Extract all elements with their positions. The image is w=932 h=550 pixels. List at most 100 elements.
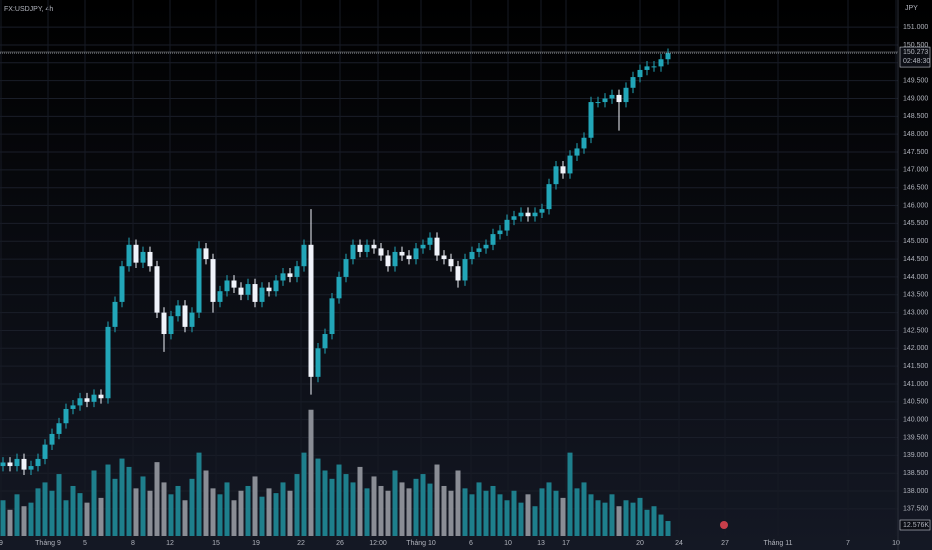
y-tick-label: 144.500 xyxy=(903,256,928,263)
x-tick-label: 13 xyxy=(537,540,545,547)
volume-bar xyxy=(350,482,356,536)
candle-body xyxy=(343,259,349,277)
volume-bar xyxy=(49,490,55,536)
volume-bar xyxy=(560,497,566,536)
y-tick-label: 138.500 xyxy=(903,470,928,477)
candle-body xyxy=(350,244,356,260)
candle-body xyxy=(630,77,636,88)
x-tick-label: Tháng 9 xyxy=(35,540,61,547)
candle-body xyxy=(189,312,195,327)
candle-body xyxy=(364,244,370,252)
volume-bar xyxy=(665,521,671,536)
candle-body xyxy=(504,219,510,231)
candle-body xyxy=(581,137,587,149)
candle-body xyxy=(518,212,524,217)
candle-body xyxy=(399,251,405,256)
candle-body xyxy=(0,462,6,467)
candle-body xyxy=(105,326,111,399)
volume-bar xyxy=(574,488,580,536)
volume-bar xyxy=(308,409,314,536)
x-tick-label: 27 xyxy=(721,540,729,547)
volume-bar xyxy=(364,488,370,536)
volume-bar xyxy=(616,506,622,536)
candle-body xyxy=(231,280,237,288)
volume-bar xyxy=(245,485,251,536)
volume-bar xyxy=(511,490,517,536)
y-tick-label: 137.500 xyxy=(903,506,928,513)
candle-body xyxy=(532,212,538,217)
candle-body xyxy=(336,276,342,299)
volume-bar xyxy=(161,482,167,536)
volume-bar xyxy=(231,500,237,536)
candle-body xyxy=(567,155,573,174)
volume-bar xyxy=(420,474,426,536)
x-tick-label: 10 xyxy=(504,540,512,547)
candle-body xyxy=(644,66,650,70)
candle-body xyxy=(490,234,496,245)
candle-body xyxy=(539,209,545,213)
volume-bar xyxy=(469,494,475,536)
volume-bar xyxy=(175,485,181,536)
x-tick-label: 22 xyxy=(297,540,305,547)
candle-body xyxy=(154,266,160,313)
candle-body xyxy=(588,102,594,138)
volume-bar xyxy=(462,488,468,536)
y-tick-label: 150.500 xyxy=(903,42,928,49)
volume-bar xyxy=(427,483,433,536)
candle-body xyxy=(441,255,447,260)
candle-body xyxy=(427,237,433,245)
x-tick-label: 5 xyxy=(83,540,87,547)
candle-body xyxy=(273,280,279,292)
y-tick-label: 142.500 xyxy=(903,327,928,334)
x-tick-label: 10 xyxy=(892,540,900,547)
x-tick-label: 26 xyxy=(336,540,344,547)
y-tick-label: 139.500 xyxy=(903,434,928,441)
candle-body xyxy=(497,230,503,235)
candle-body xyxy=(560,166,566,174)
volume-bar xyxy=(357,466,363,536)
candle-body xyxy=(434,237,440,256)
volume-bar xyxy=(434,464,440,536)
candle-body xyxy=(84,398,90,402)
x-tick-label: 12 xyxy=(166,540,174,547)
volume-bar xyxy=(644,509,650,536)
candle-body xyxy=(91,394,97,402)
volume-bar xyxy=(518,502,524,536)
candle-body xyxy=(280,273,286,281)
volume-bar xyxy=(448,490,454,536)
y-tick-label: 139.000 xyxy=(903,452,928,459)
candle-body xyxy=(322,334,328,349)
volume-bar xyxy=(56,474,62,536)
candle-body xyxy=(413,248,419,260)
volume-bar xyxy=(595,500,601,536)
volume-bar xyxy=(539,488,545,536)
y-tick-label: 147.000 xyxy=(903,167,928,174)
volume-bar xyxy=(140,476,146,536)
candle-body xyxy=(308,244,314,377)
volume-bar xyxy=(98,497,104,536)
candle-body xyxy=(546,184,552,210)
candle-body xyxy=(168,316,174,335)
candle-body xyxy=(483,244,489,249)
candle-body xyxy=(301,244,307,267)
last-volume-box xyxy=(899,519,931,531)
chart-title: FX:USDJPY, 4h xyxy=(4,6,53,13)
candle-body xyxy=(210,259,216,302)
candle-body xyxy=(315,348,321,377)
candle-body xyxy=(553,166,559,185)
volume-bar xyxy=(252,476,258,536)
candle-body xyxy=(21,458,27,470)
y-tick-label: 144.000 xyxy=(903,274,928,281)
y-tick-label: 140.000 xyxy=(903,417,928,424)
volume-bar xyxy=(336,464,342,536)
candle-body xyxy=(28,466,34,470)
candle-body xyxy=(147,251,153,267)
candle-body xyxy=(574,148,580,156)
y-tick-label: 147.500 xyxy=(903,149,928,156)
candle-body xyxy=(511,216,517,220)
volume-bar xyxy=(147,490,153,536)
y-tick-label: 149.500 xyxy=(903,77,928,84)
volume-bar xyxy=(609,494,615,536)
candle-body xyxy=(140,251,146,263)
